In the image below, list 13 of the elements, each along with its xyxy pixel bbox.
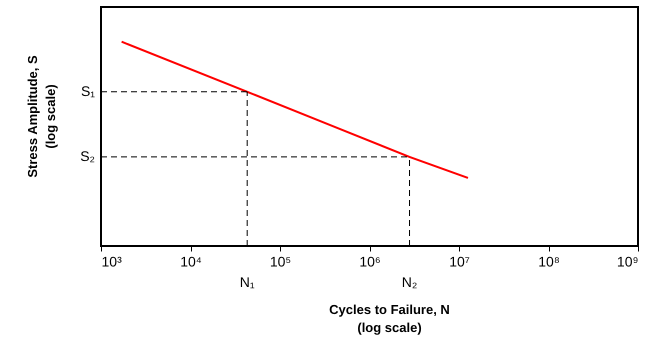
ref-line-label: S₁ bbox=[80, 82, 96, 99]
x-axis-title: Cycles to Failure, N (log scale) bbox=[329, 302, 450, 335]
ref-line-label: N₁ bbox=[240, 274, 255, 290]
x-tick-label: 10⁴ bbox=[180, 254, 202, 270]
x-tick-label: 10⁵ bbox=[270, 254, 292, 270]
ref-line-label: S₂ bbox=[80, 148, 95, 164]
x-tick-label: 10⁹ bbox=[616, 254, 638, 270]
y-axis-title: Stress Amplitude, S (log scale) bbox=[25, 55, 58, 178]
x-tick-label: 10⁶ bbox=[359, 254, 381, 270]
x-tick-label: 10³ bbox=[102, 254, 122, 270]
x-tick-label: 10⁸ bbox=[538, 254, 560, 270]
ref-line-label: N₂ bbox=[402, 274, 418, 290]
x-tick-label: 10⁷ bbox=[449, 254, 470, 270]
